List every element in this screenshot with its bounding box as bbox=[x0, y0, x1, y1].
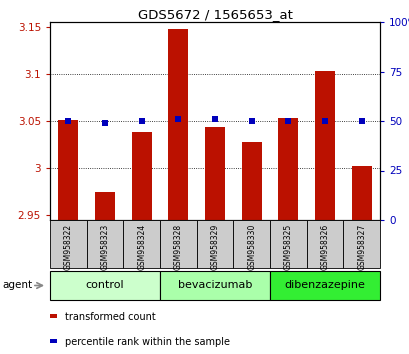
Text: GSM958325: GSM958325 bbox=[283, 224, 292, 270]
Bar bbox=[241, 142, 261, 220]
Bar bbox=[196, 220, 233, 268]
Bar bbox=[314, 71, 334, 220]
Bar bbox=[160, 220, 196, 268]
Point bbox=[248, 118, 254, 124]
Text: control: control bbox=[85, 280, 124, 291]
Text: dibenzazepine: dibenzazepine bbox=[284, 280, 364, 291]
Bar bbox=[131, 132, 151, 220]
Bar bbox=[233, 220, 270, 268]
Text: GSM958324: GSM958324 bbox=[137, 224, 146, 270]
Bar bbox=[160, 271, 270, 300]
Bar bbox=[58, 120, 78, 220]
Text: agent: agent bbox=[2, 280, 32, 291]
Title: GDS5672 / 1565653_at: GDS5672 / 1565653_at bbox=[137, 8, 292, 21]
Bar bbox=[50, 220, 86, 268]
Text: percentile rank within the sample: percentile rank within the sample bbox=[65, 337, 229, 347]
Text: GSM958322: GSM958322 bbox=[64, 224, 73, 270]
Point bbox=[175, 116, 181, 122]
Bar bbox=[278, 118, 298, 220]
Text: GSM958329: GSM958329 bbox=[210, 224, 219, 270]
Point bbox=[284, 118, 291, 124]
Text: bevacizumab: bevacizumab bbox=[178, 280, 252, 291]
Point bbox=[138, 118, 145, 124]
Bar bbox=[342, 220, 379, 268]
Bar bbox=[270, 271, 379, 300]
Bar bbox=[123, 220, 160, 268]
Point bbox=[321, 118, 328, 124]
Text: GSM958323: GSM958323 bbox=[100, 224, 109, 270]
Bar bbox=[351, 166, 371, 220]
Bar bbox=[95, 192, 115, 220]
Bar bbox=[306, 220, 342, 268]
Point bbox=[211, 116, 218, 122]
Bar bbox=[204, 127, 225, 220]
Text: GSM958326: GSM958326 bbox=[320, 224, 329, 270]
Bar bbox=[168, 29, 188, 220]
Bar bbox=[50, 271, 160, 300]
Text: transformed count: transformed count bbox=[65, 312, 155, 322]
Point bbox=[357, 118, 364, 124]
Text: GSM958330: GSM958330 bbox=[247, 224, 256, 270]
Text: GSM958327: GSM958327 bbox=[356, 224, 365, 270]
Text: GSM958328: GSM958328 bbox=[173, 224, 182, 270]
Bar bbox=[270, 220, 306, 268]
Bar bbox=[50, 314, 57, 318]
Point bbox=[65, 118, 72, 124]
Bar bbox=[50, 339, 57, 343]
Point bbox=[101, 120, 108, 126]
Bar bbox=[86, 220, 123, 268]
